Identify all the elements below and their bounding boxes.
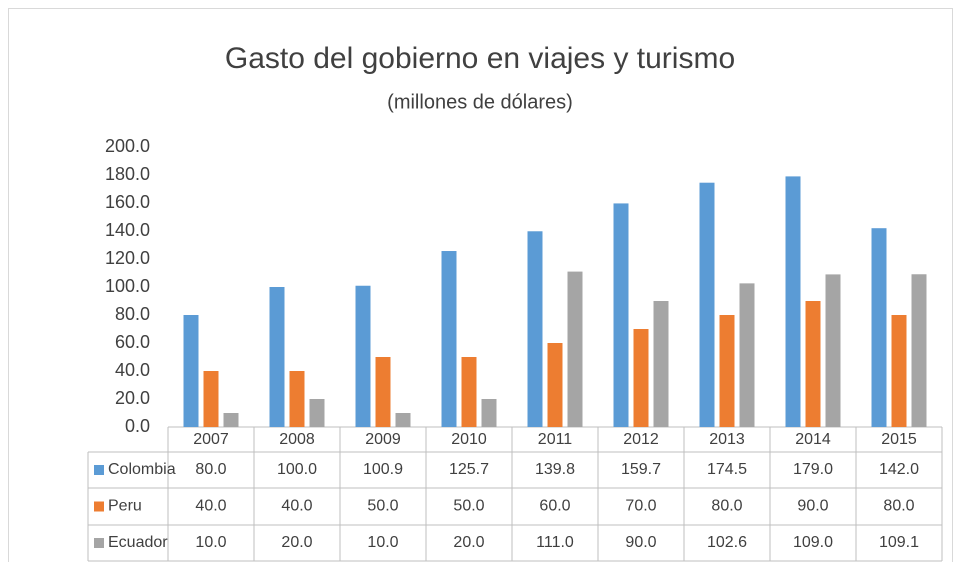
y-tick-label: 120.0 <box>105 248 150 268</box>
bar <box>375 357 391 427</box>
bar <box>527 231 543 427</box>
table-value: 50.0 <box>453 498 484 515</box>
table-value: 80.0 <box>195 461 226 478</box>
bar <box>699 182 715 427</box>
bar <box>461 357 477 427</box>
bar <box>289 371 305 427</box>
y-tick-label: 100.0 <box>105 276 150 296</box>
x-tick-label: 2010 <box>451 431 487 448</box>
chart-subtitle: (millones de dólares) <box>387 91 573 113</box>
y-tick-label: 140.0 <box>105 220 150 240</box>
table-value: 40.0 <box>281 498 312 515</box>
bar <box>355 285 371 427</box>
y-tick-label: 60.0 <box>115 332 150 352</box>
y-tick-label: 180.0 <box>105 164 150 184</box>
bar <box>309 399 325 427</box>
bar <box>441 251 457 427</box>
y-tick-label: 80.0 <box>115 304 150 324</box>
bar <box>871 228 887 427</box>
x-tick-label: 2015 <box>881 431 917 448</box>
bar <box>633 329 649 427</box>
legend-key <box>94 501 104 512</box>
table-value: 102.6 <box>707 534 747 551</box>
table-value: 80.0 <box>711 498 742 515</box>
table-value: 40.0 <box>195 498 226 515</box>
x-tick-label: 2014 <box>795 431 831 448</box>
table-value: 100.0 <box>277 461 317 478</box>
table-value: 111.0 <box>536 534 574 551</box>
table-value: 125.7 <box>449 461 489 478</box>
bar <box>911 274 927 427</box>
y-tick-label: 40.0 <box>115 360 150 380</box>
table-value: 50.0 <box>367 498 398 515</box>
legend-label: Peru <box>108 498 142 515</box>
y-tick-label: 20.0 <box>115 388 150 408</box>
table-value: 10.0 <box>367 534 398 551</box>
table-value: 70.0 <box>625 498 656 515</box>
table-value: 20.0 <box>453 534 484 551</box>
table-value: 80.0 <box>883 498 914 515</box>
x-tick-label: 2008 <box>279 431 315 448</box>
bar <box>203 371 219 427</box>
x-tick-label: 2009 <box>365 431 401 448</box>
bar <box>269 287 285 427</box>
bar <box>223 413 239 427</box>
x-tick-label: 2012 <box>623 431 659 448</box>
legend-key <box>94 465 104 475</box>
bar <box>547 343 563 427</box>
y-tick-label: 200.0 <box>105 136 150 156</box>
bar <box>825 274 841 427</box>
table-value: 109.1 <box>879 534 919 551</box>
table-value: 10.0 <box>195 534 226 551</box>
table-value: 109.0 <box>793 534 833 551</box>
bar <box>805 301 821 427</box>
table-value: 142.0 <box>879 461 919 478</box>
x-tick-label: 2011 <box>538 431 573 448</box>
chart-title: Gasto del gobierno en viajes y turismo <box>225 42 735 75</box>
table-value: 90.0 <box>625 534 656 551</box>
y-tick-label: 0.0 <box>125 416 150 436</box>
table-value: 179.0 <box>793 461 833 478</box>
x-tick-label: 2007 <box>193 431 229 448</box>
bar <box>183 315 199 427</box>
bar <box>395 413 411 427</box>
bar <box>785 176 801 427</box>
table-value: 20.0 <box>281 534 312 551</box>
bar <box>891 315 907 427</box>
bar <box>481 399 497 427</box>
legend-key <box>94 538 104 548</box>
legend-label: Ecuador <box>108 534 168 551</box>
table-value: 90.0 <box>797 498 828 515</box>
legend-label: Colombia <box>108 461 176 478</box>
y-tick-label: 160.0 <box>105 192 150 212</box>
bar <box>719 315 735 427</box>
table-value: 159.7 <box>621 461 661 478</box>
table-value: 174.5 <box>707 461 747 478</box>
bar <box>739 283 755 427</box>
table-value: 60.0 <box>539 498 570 515</box>
bar <box>613 203 629 427</box>
table-value: 139.8 <box>535 461 575 478</box>
bar <box>567 271 583 427</box>
table-value: 100.9 <box>363 461 403 478</box>
bar <box>653 301 669 427</box>
x-tick-label: 2013 <box>709 431 745 448</box>
